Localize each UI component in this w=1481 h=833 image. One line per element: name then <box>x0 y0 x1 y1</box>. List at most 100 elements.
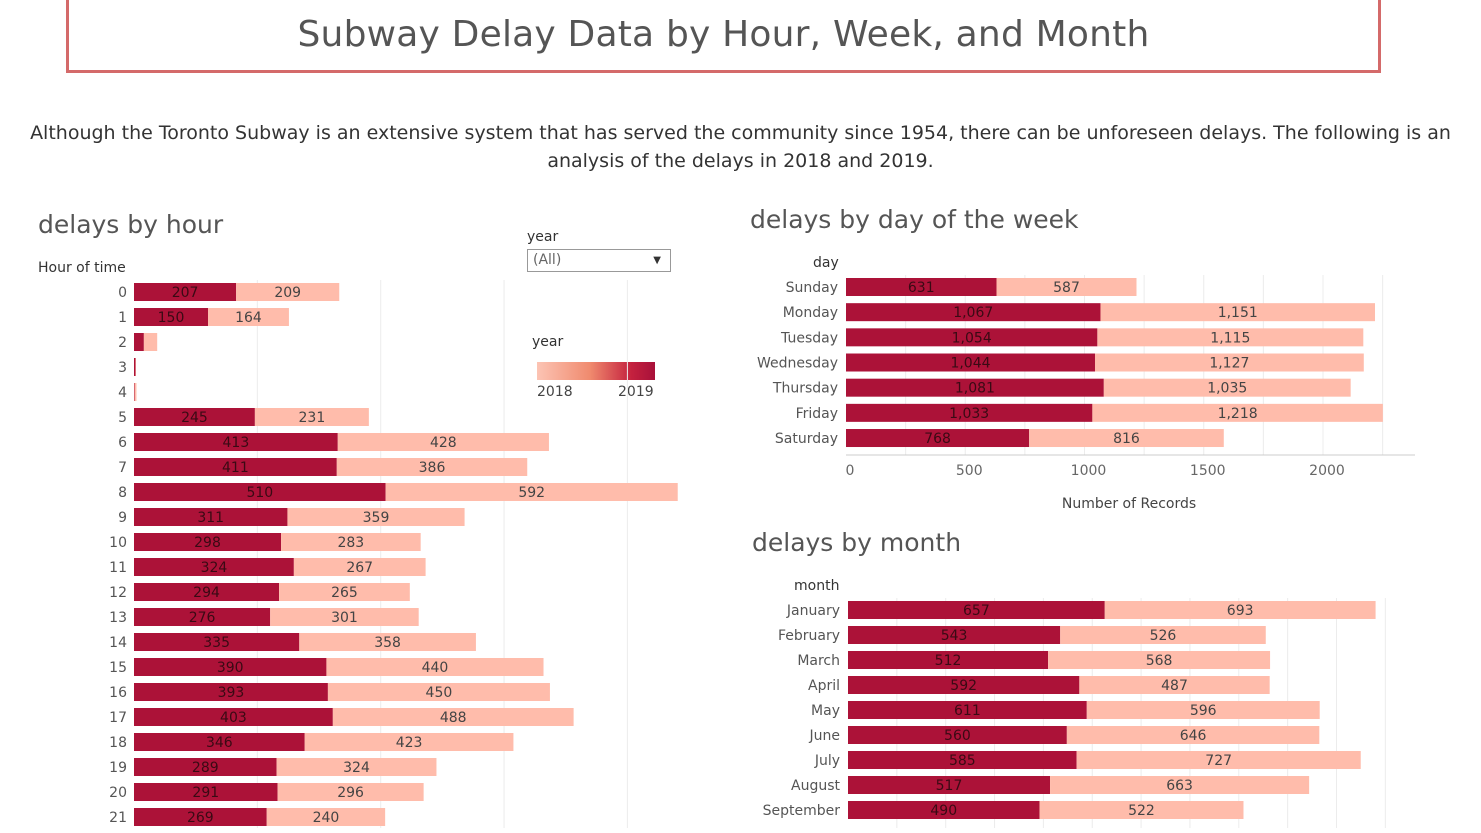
bar-2018 <box>208 308 289 326</box>
data-label-2019: 1,054 <box>952 330 992 346</box>
intro-text: Although the Toronto Subway is an extens… <box>30 122 1451 172</box>
data-label-2018: 450 <box>426 685 453 701</box>
bar-2018 <box>1086 701 1320 719</box>
category-label: 0 <box>118 285 127 301</box>
category-label: Tuesday <box>780 330 838 346</box>
bar-2019 <box>848 726 1067 744</box>
bar-2018 <box>1050 776 1310 794</box>
data-label-2018: 423 <box>396 735 423 751</box>
dashboard-title-box: Subway Delay Data by Hour, Week, and Mon… <box>66 0 1381 73</box>
bar-2018 <box>1097 328 1364 347</box>
data-label-2018: 164 <box>235 310 262 326</box>
data-label-2018: 587 <box>1053 280 1080 296</box>
category-label: 8 <box>118 485 127 501</box>
category-label: September <box>763 803 841 819</box>
bar-2019 <box>846 403 1093 422</box>
color-legend-min: 2018 <box>537 384 573 400</box>
bar-2018 <box>254 408 369 426</box>
bar-2019 <box>848 676 1080 694</box>
category-label: 17 <box>109 710 127 726</box>
bar-2019 <box>134 708 333 726</box>
x-axis-title: Number of Records <box>1062 496 1196 512</box>
category-label: 2 <box>118 335 127 351</box>
data-label-2018: 240 <box>313 810 340 826</box>
bar-2018 <box>385 483 678 501</box>
data-label-2019: 585 <box>949 753 976 769</box>
data-label-2019: 512 <box>935 653 962 669</box>
data-label-2019: 1,033 <box>949 406 989 422</box>
bar-2018 <box>1094 353 1364 372</box>
data-label-2019: 276 <box>189 610 216 626</box>
data-label-2019: 490 <box>930 803 957 819</box>
year-filter-dropdown[interactable]: (All) ▼ <box>527 249 671 272</box>
category-label: 16 <box>109 685 127 701</box>
data-label-2019: 543 <box>941 628 968 644</box>
category-label: 15 <box>109 660 127 676</box>
bar-2019 <box>846 328 1098 347</box>
data-label-2018: 646 <box>1180 728 1207 744</box>
data-label-2019: 592 <box>950 678 977 694</box>
bar-2018 <box>304 733 514 751</box>
category-label: 4 <box>118 385 127 401</box>
bar-2019 <box>848 601 1105 619</box>
category-label: February <box>778 628 840 644</box>
data-label-2019: 207 <box>172 285 199 301</box>
bar-2018 <box>276 758 437 776</box>
data-label-2018: 428 <box>430 435 457 451</box>
data-label-2019: 393 <box>218 685 245 701</box>
data-label-2019: 298 <box>194 535 221 551</box>
category-label: 5 <box>118 410 127 426</box>
year-filter-label: year <box>527 229 559 245</box>
data-label-2018: 267 <box>346 560 373 576</box>
data-label-2018: 1,218 <box>1218 406 1258 422</box>
data-label-2018: 1,115 <box>1210 330 1250 346</box>
bar-2019 <box>134 508 288 526</box>
chevron-down-icon[interactable]: ▼ <box>653 255 661 266</box>
bar-2019 <box>134 583 280 601</box>
category-label: 14 <box>109 635 127 651</box>
x-tick-label: 2000 <box>1309 463 1345 479</box>
bar-2019 <box>134 683 328 701</box>
category-label: Thursday <box>772 381 838 397</box>
data-label-2019: 269 <box>187 810 214 826</box>
bar-2018 <box>1092 403 1383 422</box>
x-tick-label: 0 <box>846 463 855 479</box>
bar-2019 <box>134 358 136 376</box>
bar-2019 <box>134 308 209 326</box>
data-label-2018: 301 <box>331 610 358 626</box>
data-label-2018: 816 <box>1113 431 1140 447</box>
year-filter-value: (All) <box>533 252 562 268</box>
month-chart-title: delays by month <box>752 528 962 557</box>
color-legend-gradient <box>537 362 655 380</box>
category-label: 1 <box>118 310 127 326</box>
bar-2019 <box>134 283 237 301</box>
data-label-2018: 386 <box>419 460 446 476</box>
bar-2018 <box>327 683 550 701</box>
category-label: 18 <box>109 735 127 751</box>
data-label-2018: 487 <box>1161 678 1188 694</box>
data-label-2018: 568 <box>1146 653 1173 669</box>
bar-2018 <box>281 533 421 551</box>
data-label-2018: 265 <box>331 585 358 601</box>
category-label: 3 <box>118 360 127 376</box>
bar-2018 <box>299 633 476 651</box>
data-label-2019: 390 <box>217 660 244 676</box>
bar-2019 <box>134 808 267 826</box>
category-label: 10 <box>109 535 127 551</box>
bar-2019 <box>846 353 1095 372</box>
data-label-2019: 150 <box>158 310 185 326</box>
data-label-2019: 510 <box>246 485 273 501</box>
category-label: Monday <box>783 305 838 321</box>
data-label-2018: 1,127 <box>1209 356 1249 372</box>
bar-2019 <box>848 626 1061 644</box>
category-label: April <box>808 678 840 694</box>
bar-2019 <box>134 733 305 751</box>
bar-2019 <box>134 658 327 676</box>
category-label: Wednesday <box>757 356 838 372</box>
bar-2018 <box>996 278 1137 296</box>
category-label: 20 <box>109 785 127 801</box>
data-label-2018: 1,035 <box>1207 381 1247 397</box>
bar-2018 <box>134 383 137 401</box>
data-label-2018: 596 <box>1190 703 1217 719</box>
data-label-2018: 1,151 <box>1218 305 1258 321</box>
